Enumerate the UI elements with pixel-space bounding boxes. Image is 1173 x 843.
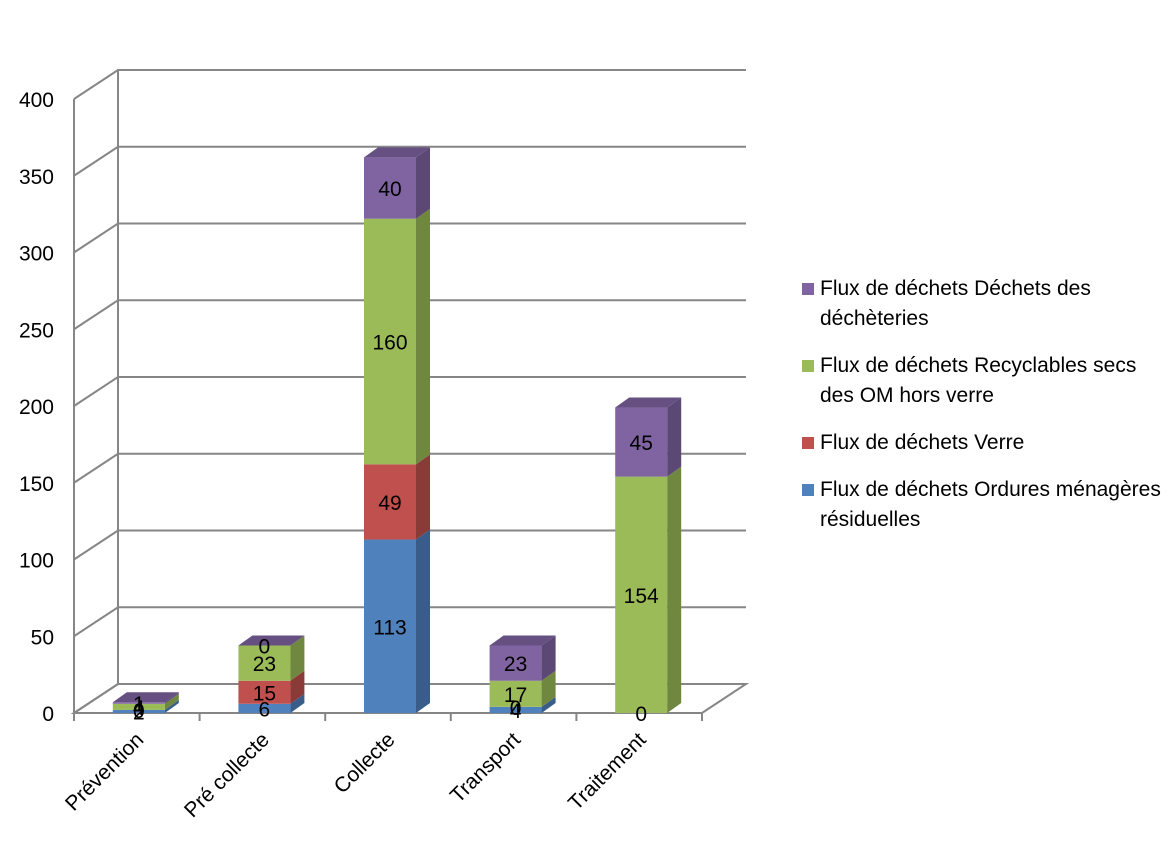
bar-top-cap <box>489 635 556 646</box>
bar-segment-side <box>541 670 556 707</box>
data-label: 6 <box>259 698 271 721</box>
legend: Flux de déchets Déchets des déchèteries … <box>802 274 1173 552</box>
data-label: 40 <box>378 178 401 201</box>
y-tick-label: 50 <box>31 626 54 649</box>
bar-segment <box>364 464 416 540</box>
y-tick-label: 150 <box>19 473 54 496</box>
data-label: 15 <box>253 682 276 705</box>
bar-segment <box>112 703 165 710</box>
bar-segment-side <box>164 692 179 704</box>
legend-swatch-ordures <box>802 484 814 496</box>
legend-label-decheteries: Flux de déchets Déchets des déchèteries <box>820 277 1091 330</box>
bar-segment-side <box>667 397 682 477</box>
data-label: 17 <box>504 684 527 707</box>
data-label: 49 <box>378 492 401 515</box>
y-tick-label: 300 <box>19 243 54 266</box>
bar-segment-side <box>416 454 430 540</box>
legend-label-verre: Flux de déchets Verre <box>820 431 1025 454</box>
data-label: 4 <box>133 697 145 720</box>
y-tick-label: 200 <box>19 396 54 419</box>
bar-segment <box>364 539 416 713</box>
bar-segment <box>238 680 291 704</box>
bar-segment-side <box>290 693 305 713</box>
bar-segment <box>238 645 291 681</box>
bar-top-cap <box>615 397 682 408</box>
bar-segment <box>615 407 668 477</box>
bar-segment <box>112 709 165 713</box>
bar-segment <box>364 218 416 465</box>
legend-swatch-decheteries <box>802 283 814 295</box>
data-label: 0 <box>133 700 145 723</box>
bar-segment-side <box>416 147 430 219</box>
legend-label-recyclables: Flux de déchets Recyclables secs des OM … <box>820 354 1137 407</box>
data-label: 45 <box>630 432 653 455</box>
legend-item-verre: Flux de déchets Verre <box>802 428 1173 458</box>
legend-item-recyclables: Flux de déchets Recyclables secs des OM … <box>802 351 1173 411</box>
bar-segment <box>489 645 542 681</box>
y-tick-label: 350 <box>19 166 54 189</box>
x-category-label: Traitement <box>564 728 651 815</box>
x-category-label: Pré collecte <box>180 728 274 822</box>
bar-top-cap <box>238 635 305 646</box>
data-label: 1 <box>133 693 145 716</box>
data-label: 0 <box>510 697 522 720</box>
data-label: 2 <box>133 701 145 724</box>
bar-segment-side <box>164 699 179 713</box>
legend-swatch-verre <box>802 437 814 449</box>
bar-segment-side <box>667 466 682 713</box>
data-label: 113 <box>373 616 406 639</box>
bar-segment <box>489 706 542 713</box>
y-tick-label: 400 <box>19 89 54 112</box>
bar-top-cap <box>112 692 179 703</box>
data-label: 154 <box>624 585 659 608</box>
y-tick-label: 100 <box>19 550 54 573</box>
legend-item-decheteries: Flux de déchets Déchets des déchèteries <box>802 274 1173 334</box>
bar-segment <box>364 157 416 219</box>
bar-top-cap <box>364 147 430 158</box>
data-label: 0 <box>259 635 271 658</box>
gridline <box>73 69 746 100</box>
bar-segment <box>489 680 542 707</box>
x-category-label: Collecte <box>330 728 400 798</box>
legend-item-ordures: Flux de déchets Ordures ménagères résidu… <box>802 475 1173 535</box>
data-label: 23 <box>253 653 276 676</box>
data-label: 4 <box>510 700 522 723</box>
x-category-label: Prévention <box>61 728 148 815</box>
bar-segment <box>238 703 291 713</box>
x-category-label: Transport <box>446 728 525 807</box>
bar-segment-side <box>541 635 556 681</box>
bar-segment <box>615 476 668 713</box>
bar-segment-side <box>164 693 179 710</box>
bar-segment-side <box>290 670 305 704</box>
y-tick-label: 0 <box>42 703 54 726</box>
legend-label-ordures: Flux de déchets Ordures ménagères résidu… <box>820 478 1161 531</box>
data-label: 160 <box>372 332 407 355</box>
y-tick-label: 250 <box>19 319 54 342</box>
bar-segment-side <box>290 635 305 681</box>
bar-segment-side <box>416 529 430 713</box>
data-label: 23 <box>504 653 527 676</box>
legend-swatch-recyclables <box>802 360 814 372</box>
bars <box>112 147 682 713</box>
bar-segment-side <box>541 696 556 713</box>
data-label: 0 <box>635 703 647 726</box>
bar-segment-side <box>416 208 430 465</box>
bar-segment <box>112 702 165 704</box>
